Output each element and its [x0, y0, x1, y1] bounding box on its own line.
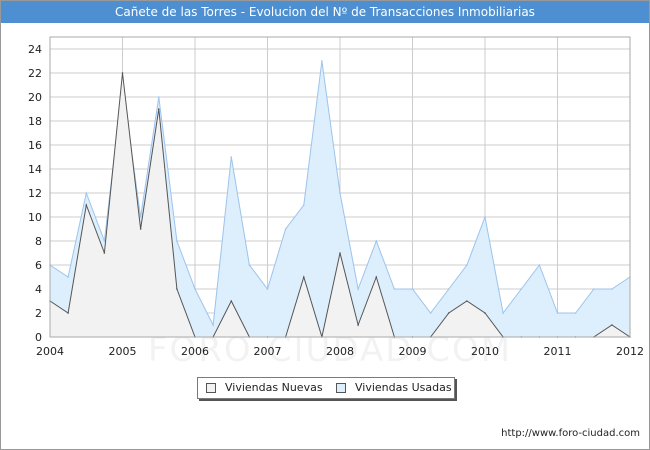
- data-point-usadas: [302, 204, 305, 206]
- data-point-nuevas: [375, 276, 378, 278]
- y-tick-label: 2: [35, 307, 42, 320]
- data-point-usadas: [466, 264, 468, 266]
- y-tick-label: 12: [28, 187, 42, 200]
- plot-border: [49, 36, 631, 338]
- y-tick-label: 18: [28, 115, 42, 128]
- data-point-nuevas: [85, 204, 88, 206]
- data-point-usadas: [157, 96, 160, 98]
- legend-item-usadas: Viviendas Usadas: [336, 381, 452, 394]
- x-tick-label: 2012: [616, 345, 644, 358]
- data-point-usadas: [538, 264, 541, 266]
- data-point-usadas: [502, 312, 504, 314]
- data-point-usadas: [321, 60, 323, 62]
- data-point-nuevas: [139, 228, 142, 230]
- y-tick-label: 20: [28, 91, 42, 104]
- y-tick-label: 0: [35, 331, 42, 344]
- data-point-nuevas: [67, 312, 69, 314]
- data-point-usadas: [447, 288, 450, 290]
- legend-swatch-nuevas: [206, 382, 216, 393]
- y-tick-label: 10: [28, 211, 42, 224]
- data-point-usadas: [194, 288, 196, 290]
- data-point-usadas: [375, 240, 378, 242]
- y-tick-label: 22: [28, 67, 42, 80]
- y-tick-label: 24: [28, 43, 42, 56]
- legend-item-nuevas: Viviendas Nuevas: [206, 381, 323, 394]
- x-tick-label: 2009: [399, 345, 427, 358]
- y-tick-label: 8: [35, 235, 42, 248]
- data-point-usadas: [139, 216, 142, 218]
- x-tick-label: 2004: [36, 345, 64, 358]
- data-point-usadas: [393, 288, 396, 290]
- data-point-nuevas: [230, 300, 233, 302]
- data-point-nuevas: [447, 312, 450, 314]
- data-point-nuevas: [176, 288, 178, 290]
- x-tick-label: 2006: [181, 345, 209, 358]
- data-point-usadas: [592, 288, 595, 290]
- data-point-nuevas: [103, 252, 106, 254]
- data-point-usadas: [230, 156, 233, 158]
- data-point-usadas: [556, 312, 559, 314]
- data-point-usadas: [212, 324, 214, 326]
- series-area-usadas: [50, 61, 630, 337]
- data-point-usadas: [484, 216, 486, 218]
- data-point-usadas: [85, 192, 88, 194]
- y-tick-label: 4: [35, 283, 42, 296]
- legend-label-nuevas: Viviendas Nuevas: [225, 381, 323, 394]
- legend-swatch-usadas: [336, 382, 346, 393]
- data-point-usadas: [339, 192, 341, 194]
- data-point-usadas: [284, 228, 287, 230]
- y-tick-label: 6: [35, 259, 42, 272]
- y-tick-label: 14: [28, 163, 42, 176]
- data-point-nuevas: [302, 276, 305, 278]
- x-tick-label: 2011: [544, 345, 572, 358]
- source-url: http://www.foro-ciudad.com: [501, 428, 640, 439]
- legend-label-usadas: Viviendas Usadas: [355, 381, 452, 394]
- data-point-usadas: [266, 288, 269, 290]
- data-point-nuevas: [611, 324, 613, 326]
- x-tick-label: 2007: [254, 345, 282, 358]
- data-point-nuevas: [484, 312, 486, 314]
- x-tick-label: 2005: [109, 345, 137, 358]
- series-area-nuevas: [50, 73, 630, 337]
- data-point-usadas: [357, 288, 359, 290]
- data-point-nuevas: [466, 300, 468, 302]
- data-point-nuevas: [121, 72, 124, 74]
- data-point-usadas: [103, 240, 106, 242]
- y-tick-label: 16: [28, 139, 42, 152]
- data-point-usadas: [611, 288, 613, 290]
- data-point-usadas: [574, 312, 577, 314]
- data-point-usadas: [411, 288, 414, 290]
- data-point-nuevas: [339, 252, 341, 254]
- legend: Viviendas Nuevas Viviendas Usadas: [197, 377, 455, 399]
- x-tick-label: 2010: [471, 345, 499, 358]
- data-point-nuevas: [357, 324, 359, 326]
- data-point-usadas: [520, 288, 523, 290]
- data-point-usadas: [429, 312, 432, 314]
- data-point-nuevas: [157, 108, 160, 110]
- chart-title: Cañete de las Torres - Evolucion del Nº …: [1, 1, 649, 23]
- x-tick-label: 2008: [326, 345, 354, 358]
- data-point-usadas: [248, 264, 251, 266]
- data-point-usadas: [67, 276, 69, 278]
- data-point-usadas: [176, 240, 178, 242]
